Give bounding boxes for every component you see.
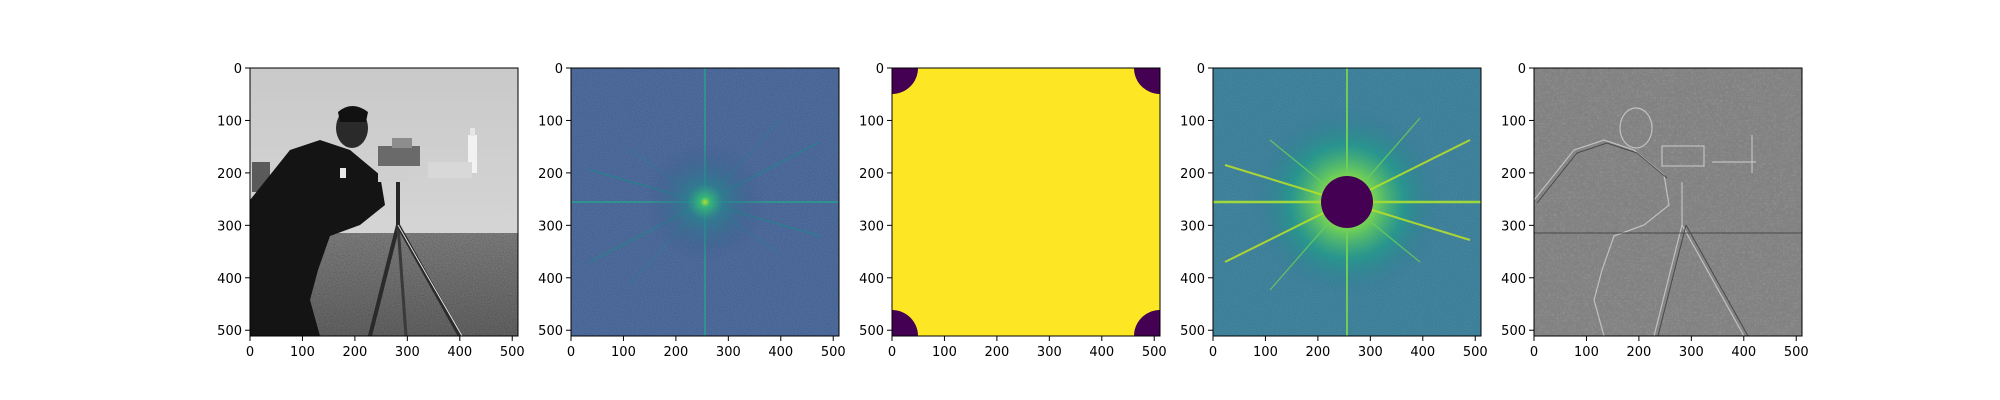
y-tick-label: 400 <box>1180 272 1205 287</box>
y-tick-label: 100 <box>538 114 563 129</box>
y-tick-label: 0 <box>1197 62 1205 77</box>
y-tick-label: 300 <box>217 219 242 234</box>
panel-mask <box>892 68 1160 336</box>
y-tick-label: 100 <box>217 114 242 129</box>
y-tick-label: 400 <box>538 272 563 287</box>
x-tick-label: 0 <box>246 345 254 360</box>
panel-fft-spectrum <box>571 68 839 336</box>
y-tick-label: 100 <box>1501 114 1526 129</box>
x-tick-label: 200 <box>342 345 367 360</box>
y-tick-label: 200 <box>217 167 242 182</box>
x-tick-label: 400 <box>1410 345 1435 360</box>
y-tick-label: 300 <box>1501 219 1526 234</box>
axes-1: 0 100 200 300 400 500 0 100 200 300 400 500 <box>217 62 524 360</box>
y-tick-label: 100 <box>1180 114 1205 129</box>
panel-filtered-image <box>1534 68 1802 336</box>
x-tick-label: 500 <box>1142 345 1167 360</box>
x-tick-label: 300 <box>1358 345 1383 360</box>
y-tick-label: 500 <box>1180 324 1205 339</box>
x-tick-label: 0 <box>567 345 575 360</box>
x-tick-label: 300 <box>395 345 420 360</box>
axes-frame <box>1533 67 1803 337</box>
y-tick-label: 0 <box>234 62 242 77</box>
axes-5: 0 100 200 300 400 500 0 100 200 300 400 500 <box>1501 62 1808 360</box>
panel-masked-spectrum <box>1213 68 1481 336</box>
x-tick-label: 500 <box>1784 345 1809 360</box>
x-tick-label: 300 <box>716 345 741 360</box>
y-tick-label: 400 <box>217 272 242 287</box>
x-tick-label: 500 <box>500 345 525 360</box>
mask-circle-bottom-left <box>892 310 918 336</box>
axes-frame <box>249 67 519 337</box>
y-tick-label: 0 <box>555 62 563 77</box>
x-tick-label: 200 <box>663 345 688 360</box>
y-tick-label: 500 <box>217 324 242 339</box>
y-tick-label: 300 <box>538 219 563 234</box>
x-tick-label: 100 <box>1574 345 1599 360</box>
mask-circle-top-right <box>1134 68 1160 94</box>
y-tick-label: 400 <box>1501 272 1526 287</box>
x-tick-label: 400 <box>768 345 793 360</box>
axes-frame <box>891 67 1161 337</box>
x-tick-label: 400 <box>1089 345 1114 360</box>
x-tick-label: 200 <box>984 345 1009 360</box>
y-tick-label: 200 <box>859 167 884 182</box>
x-tick-label: 0 <box>1530 345 1538 360</box>
axes-layer: 0 100 200 300 400 500 0 100 200 300 400 500 0 100 200 3… <box>217 62 1808 360</box>
axes-frame <box>570 67 840 337</box>
y-tick-label: 500 <box>1501 324 1526 339</box>
y-tick-label: 200 <box>1180 167 1205 182</box>
x-tick-label: 0 <box>1209 345 1217 360</box>
x-tick-label: 0 <box>888 345 896 360</box>
axes-4: 0 100 200 300 400 500 0 100 200 300 400 500 <box>1180 62 1487 360</box>
x-tick-label: 200 <box>1626 345 1651 360</box>
y-tick-label: 0 <box>876 62 884 77</box>
x-tick-label: 300 <box>1037 345 1062 360</box>
mask-circle-top-left <box>892 68 918 94</box>
y-tick-label: 300 <box>859 219 884 234</box>
axes-2: 0 100 200 300 400 500 0 100 200 300 400 500 <box>538 62 845 360</box>
y-tick-label: 0 <box>1518 62 1526 77</box>
axes-3: 0 100 200 300 400 500 0 100 200 300 400 500 <box>859 62 1166 360</box>
x-tick-label: 200 <box>1305 345 1330 360</box>
y-tick-label: 300 <box>1180 219 1205 234</box>
x-tick-label: 500 <box>821 345 846 360</box>
y-tick-label: 100 <box>859 114 884 129</box>
x-tick-label: 300 <box>1679 345 1704 360</box>
x-tick-label: 400 <box>1731 345 1756 360</box>
masked-center-hole <box>1321 176 1373 228</box>
x-tick-label: 500 <box>1463 345 1488 360</box>
y-tick-label: 500 <box>538 324 563 339</box>
axes-frame <box>1212 67 1482 337</box>
y-tick-label: 500 <box>859 324 884 339</box>
x-tick-label: 100 <box>1253 345 1278 360</box>
x-tick-label: 100 <box>932 345 957 360</box>
x-tick-label: 100 <box>290 345 315 360</box>
panel-original-image <box>250 68 518 336</box>
y-tick-label: 200 <box>538 167 563 182</box>
x-tick-label: 400 <box>447 345 472 360</box>
x-tick-label: 100 <box>611 345 636 360</box>
y-tick-label: 200 <box>1501 167 1526 182</box>
mask-circle-bottom-right <box>1134 310 1160 336</box>
y-tick-label: 400 <box>859 272 884 287</box>
